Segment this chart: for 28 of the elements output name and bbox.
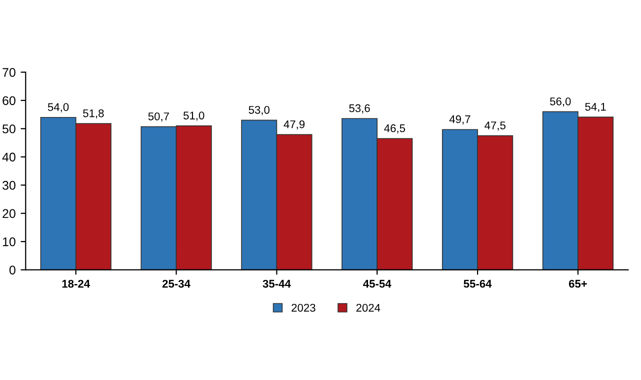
x-tick-label: 18-24 <box>62 280 90 288</box>
y-tick-label: 10 <box>2 237 16 246</box>
x-tick-label: 65+ <box>568 280 587 288</box>
x-tick-label: 45-54 <box>363 280 392 288</box>
y-tick-label: 60 <box>2 96 16 106</box>
data-label: 46,5 <box>384 124 406 134</box>
x-tick-label: 55-64 <box>464 280 492 288</box>
data-label: 53,6 <box>349 104 370 114</box>
data-label: 54,1 <box>585 102 606 112</box>
data-label: 51,0 <box>183 112 204 121</box>
legend-label: 2024 <box>356 304 380 312</box>
data-label: 49,7 <box>449 115 470 124</box>
y-tick-label: 70 <box>2 68 16 77</box>
x-tick-label: 25-34 <box>162 280 190 288</box>
data-label: 47,5 <box>484 122 506 131</box>
y-tick-label: 30 <box>2 180 16 190</box>
data-label: 53,0 <box>248 106 270 116</box>
y-tick-label: 50 <box>2 124 16 134</box>
legend-label: 2023 <box>292 304 316 312</box>
data-label: 51,8 <box>83 109 104 119</box>
y-tick-label: 40 <box>2 152 16 162</box>
data-label: 56,0 <box>550 97 571 107</box>
data-label: 50,7 <box>148 112 169 122</box>
y-tick-label: 0 <box>9 266 16 274</box>
data-label: 47,9 <box>284 120 305 130</box>
data-label: 54,0 <box>48 103 69 112</box>
x-tick-label: 35-44 <box>262 280 291 288</box>
y-tick-label: 20 <box>2 209 16 218</box>
